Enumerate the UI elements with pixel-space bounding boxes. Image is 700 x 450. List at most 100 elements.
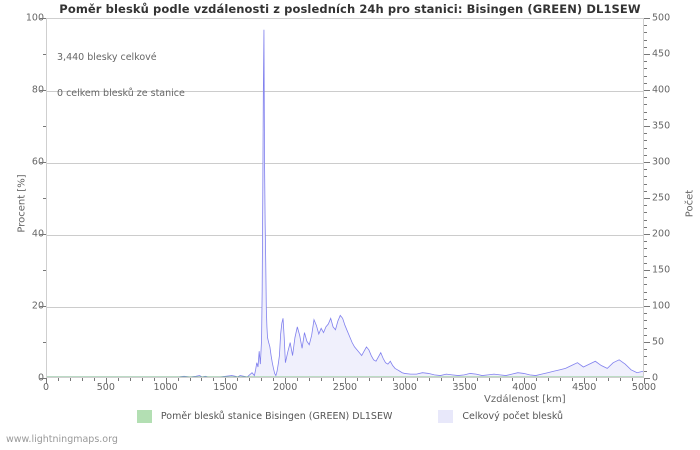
y-axis-right-tick-label: 500 [652, 12, 671, 24]
x-axis-tick-label: 4500 [572, 382, 597, 393]
y-axis-right-tickmark [644, 342, 650, 343]
y-axis-left-tickmark [40, 18, 46, 19]
x-axis-tickmark-minor [620, 378, 622, 381]
x-axis-tickmark-minor [488, 378, 490, 381]
y-axis-right-tickmark-minor [644, 255, 647, 257]
y-axis-right-tickmark-minor [644, 241, 647, 243]
y-axis-right-tickmark-minor [644, 205, 647, 207]
x-axis-tickmark-minor [548, 378, 550, 381]
y-axis-right-tickmark-minor [644, 226, 647, 228]
y-axis-right-tickmark-minor [644, 370, 647, 372]
x-axis-tickmark-minor [321, 378, 323, 381]
y-axis-left-tick-label: 40 [31, 228, 44, 240]
y-axis-right-tickmark [644, 378, 650, 379]
x-axis-tickmark [644, 378, 645, 384]
y-axis-right-tickmark-minor [644, 284, 647, 286]
x-axis-tickmark [464, 378, 466, 384]
x-axis-tickmark-minor [476, 378, 478, 381]
y-axis-left-tickmark [40, 162, 46, 163]
page-title: Poměr blesků podle vzdálenosti z posledn… [59, 2, 641, 16]
legend-label: Celkový počet blesků [462, 411, 564, 422]
y-axis-left-tickmark-minor [43, 270, 46, 271]
x-axis-tickmark [285, 378, 287, 384]
x-axis-tick-label: 5000 [631, 382, 657, 393]
data-series-svg [47, 19, 643, 377]
legend-item[interactable]: Poměr blesků stanice Bisingen (GREEN) DL… [136, 410, 393, 423]
y-axis-right-tick-label: 450 [652, 48, 671, 60]
y-axis-right-tick-label: 400 [652, 84, 671, 96]
y-axis-right-tickmark [644, 54, 650, 55]
x-axis-tickmark-minor [201, 378, 203, 381]
y-axis-right-tickmark-minor [644, 356, 647, 358]
y-axis-right-tick-label: 100 [652, 300, 671, 312]
y-axis-right-tickmark-minor [644, 154, 647, 156]
x-axis-tickmark-minor [380, 378, 382, 381]
x-axis-tickmark-minor [536, 378, 538, 381]
y-axis-right-tick-label: 200 [652, 228, 671, 240]
x-axis-tickmark-minor [452, 378, 454, 381]
x-axis-tickmark-minor [392, 378, 394, 381]
y-axis-right-tickmark [644, 18, 650, 19]
y-axis-right-tickmark-minor [644, 97, 647, 99]
y-axis-right-tickmark-minor [644, 39, 647, 41]
x-axis-tickmark-minor [596, 378, 598, 381]
x-axis-tickmark [225, 378, 227, 384]
y-axis-right-tickmark-minor [644, 140, 647, 142]
x-axis-tickmark [46, 378, 47, 384]
y-axis-left-tick-label: 100 [25, 12, 44, 24]
y-axis-right-tickmark-minor [644, 248, 647, 250]
y-axis-right-tickmark-minor [644, 190, 647, 192]
x-axis-tick-label: 1500 [213, 382, 238, 393]
y-axis-left-tickmark [40, 378, 46, 379]
y-axis-right-tickmark-minor [644, 291, 647, 293]
y-axis-right-tickmark [644, 306, 650, 307]
legend-swatch [136, 410, 152, 423]
x-axis-tickmark-minor [213, 378, 215, 381]
x-axis-tickmark-minor [572, 378, 574, 381]
x-axis-tickmark-minor [356, 378, 358, 381]
y-axis-right-tickmark-minor [644, 118, 647, 120]
plot-area [46, 18, 644, 378]
y-axis-right-tickmark-minor [644, 277, 647, 279]
y-axis-right-tick-label: 50 [652, 336, 665, 348]
y-axis-right-tickmark-minor [644, 313, 647, 315]
y-axis-right-tickmark-minor [644, 219, 647, 221]
x-axis-tickmark [105, 378, 107, 384]
gridline-60 [47, 163, 643, 164]
x-axis-tick-label: 4000 [512, 382, 537, 393]
legend-item[interactable]: Celkový počet blesků [438, 410, 563, 423]
x-axis-tickmark-minor [500, 378, 502, 381]
y-axis-left-title: Procent [%] [16, 174, 28, 233]
x-axis-tick-label: 0 [42, 382, 50, 393]
x-axis-tick-label: 3000 [392, 382, 417, 393]
x-axis-tickmark-minor [368, 378, 370, 381]
y-axis-right-tickmark [644, 162, 650, 163]
y-axis-right-tick-label: 150 [652, 264, 671, 276]
y-axis-right-tickmark-minor [644, 111, 647, 113]
y-axis-right-tickmark-minor [644, 147, 647, 149]
x-axis-tickmark [524, 378, 526, 384]
legend-label: Poměr blesků stanice Bisingen (GREEN) DL… [160, 411, 393, 422]
x-axis-tickmark [165, 378, 167, 384]
y-axis-left-tickmark-minor [43, 54, 46, 55]
y-axis-right-title: Počet [684, 189, 696, 218]
annotation-line-1: 3,440 blesky celkové [57, 52, 157, 63]
y-axis-left-tick-label: 60 [31, 156, 44, 168]
y-axis-right-tickmark-minor [644, 327, 647, 329]
gridline-20 [47, 307, 643, 308]
y-axis-left-tickmark-minor [43, 126, 46, 127]
gridline-80 [47, 91, 643, 92]
y-axis-right-tickmark-minor [644, 46, 647, 48]
y-axis-right-tickmark-minor [644, 133, 647, 135]
x-axis-tickmark-minor [129, 378, 131, 381]
legend-swatch [438, 410, 454, 423]
x-axis-tickmark [584, 378, 586, 384]
x-axis-tick-label: 2000 [273, 382, 298, 393]
y-axis-right-tickmark-minor [644, 25, 647, 27]
y-axis-right-tickmark-minor [644, 32, 647, 34]
y-axis-right-tickmark-minor [644, 212, 647, 214]
y-axis-right-tick-label: 0 [652, 372, 659, 384]
y-axis-right-tickmark-minor [644, 183, 647, 185]
x-axis-tick-label: 500 [96, 382, 115, 393]
x-axis-tickmark-minor [608, 378, 610, 381]
